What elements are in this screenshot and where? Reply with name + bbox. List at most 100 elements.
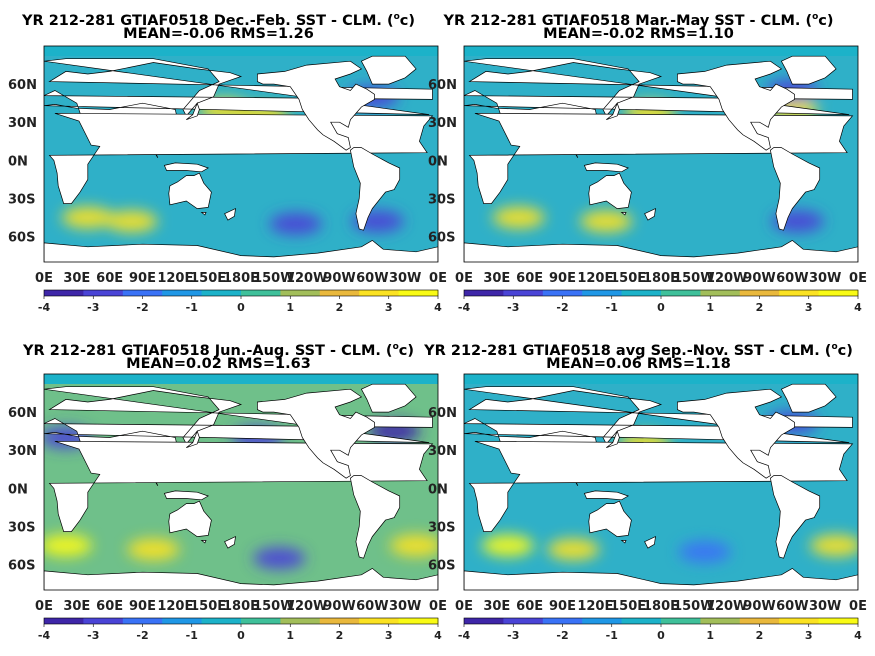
land-mass (350, 147, 401, 231)
title-text: YR 212-281 GTIAF0518 avg Sep.-Nov. SST -… (424, 342, 832, 359)
colorbar-segment (398, 290, 439, 296)
panel-title: YR 212-281 GTIAF0518 Jun.-Aug. SST - CLM… (0, 339, 437, 360)
colorbar-segment (280, 618, 321, 624)
colorbar-segment (739, 618, 780, 624)
panel-mam: YR 212-281 GTIAF0518 Mar.-May SST - CLM.… (420, 0, 867, 328)
colorbar-segment (700, 290, 741, 296)
colorbar-segment (818, 618, 859, 624)
x-tick-label: 90E (129, 599, 156, 614)
colorbar-segment (661, 290, 701, 296)
colorbar-segment (201, 618, 242, 624)
colorbar-segment (661, 618, 701, 624)
land-mass (464, 567, 858, 590)
colorbar-tick-label: 2 (756, 629, 764, 642)
land-mass (583, 490, 630, 501)
land-mass (588, 172, 632, 209)
colorbar-tick-label: 1 (286, 629, 294, 642)
x-tick-label: 60E (516, 599, 543, 614)
colorbar-segment (542, 618, 583, 624)
land-mass (163, 162, 210, 173)
colorbar-tick-label: 2 (756, 301, 764, 314)
land-mass (163, 490, 210, 501)
land-mass (200, 540, 207, 544)
land-mass (644, 208, 656, 221)
title-unit: c) (399, 12, 415, 29)
y-tick-label: 30N (428, 444, 457, 459)
map-frame (463, 373, 859, 591)
colorbar-tick-label: -3 (87, 301, 99, 314)
x-tick-label: 150E (190, 271, 226, 286)
colorbar-tick-label: -2 (556, 629, 568, 642)
x-tick-label: 120E (577, 271, 613, 286)
land-mass (583, 162, 630, 173)
x-tick-label: 150W (253, 599, 294, 614)
colorbar-segment (582, 290, 623, 296)
panel-title: YR 212-281 GTIAF0518 avg Sep.-Nov. SST -… (420, 339, 857, 360)
x-tick-label: 30W (809, 271, 841, 286)
colorbar-tick-label: 0 (237, 629, 245, 642)
colorbar-tick-label: -3 (507, 301, 519, 314)
x-tick-label: 120E (157, 599, 193, 614)
colorbar-segment (700, 618, 741, 624)
land-mass (257, 60, 375, 151)
colorbar-segment (162, 618, 203, 624)
anomaly-point (105, 210, 158, 233)
colorbar-tick-label: 4 (434, 629, 442, 642)
x-tick-label: 0E (35, 271, 53, 286)
land-mass (677, 60, 795, 151)
arctic-band (44, 46, 438, 56)
land-mass (350, 475, 401, 559)
x-tick-label: 60W (776, 599, 808, 614)
colorbar-segment (582, 618, 623, 624)
colorbar-segment (359, 618, 400, 624)
colorbar-segment (83, 618, 124, 624)
x-tick-label: 150E (610, 599, 646, 614)
colorbar-tick-label: 3 (805, 301, 813, 314)
x-tick-label: 180E (223, 271, 259, 286)
colorbar: -4 -3 -2 -1 0 1 2 3 4 (38, 289, 442, 314)
anomaly-point (253, 547, 306, 570)
x-tick-label: 0E (849, 271, 867, 286)
y-tick-label: 60N (428, 406, 457, 421)
x-tick-label: 90W (323, 599, 355, 614)
x-tick-label: 60W (356, 599, 388, 614)
colorbar-tick-label: 4 (854, 629, 862, 642)
land-mass (224, 208, 236, 221)
colorbar-segment (201, 290, 242, 296)
x-tick-label: 30W (809, 599, 841, 614)
land-mass (257, 388, 375, 479)
colorbar-tick-label: -2 (556, 301, 568, 314)
panel-subtitle: MEAN=-0.06 RMS=1.26 (123, 26, 314, 42)
panel-title: YR 212-281 GTIAF0518 Dec.-Feb. SST - CLM… (0, 9, 437, 30)
title-unit: c) (398, 342, 414, 359)
x-tick-label: 180E (643, 599, 679, 614)
colorbar-segment (319, 290, 360, 296)
title-text: YR 212-281 GTIAF0518 Jun.-Aug. SST - CLM… (23, 342, 393, 359)
y-tick-label: 30N (428, 116, 457, 131)
colorbar-segment (464, 618, 504, 624)
colorbar-tick-label: -1 (606, 301, 618, 314)
x-tick-label: 60E (96, 599, 123, 614)
x-tick-label: 0E (455, 271, 473, 286)
panel-subtitle: MEAN=-0.02 RMS=1.10 (543, 26, 734, 42)
x-tick-label: 180E (643, 271, 679, 286)
x-tick-label: 150E (610, 271, 646, 286)
panel-title: YR 212-281 GTIAF0518 Mar.-May SST - CLM.… (420, 9, 857, 30)
y-tick-label: 30S (8, 520, 35, 535)
title-text: YR 212-281 GTIAF0518 Dec.-Feb. SST - CLM… (21, 12, 394, 29)
land-mass (186, 430, 200, 449)
colorbar-tick-label: -2 (136, 301, 148, 314)
colorbar-segment (241, 290, 281, 296)
land-mass (588, 500, 632, 537)
anomaly-point (61, 206, 114, 229)
x-tick-label: 150W (253, 271, 294, 286)
y-tick-label: 30S (8, 192, 35, 207)
colorbar: -4 -3 -2 -1 0 1 2 3 4 (458, 289, 862, 314)
x-tick-label: 30E (483, 599, 510, 614)
colorbar-segment (44, 618, 84, 624)
x-tick-label: 120E (157, 271, 193, 286)
colorbar-tick-label: -1 (606, 629, 618, 642)
y-tick-label: 30S (428, 192, 455, 207)
title-text: YR 212-281 GTIAF0518 Mar.-May SST - CLM.… (443, 12, 813, 29)
colorbar-tick-label: 1 (706, 301, 714, 314)
